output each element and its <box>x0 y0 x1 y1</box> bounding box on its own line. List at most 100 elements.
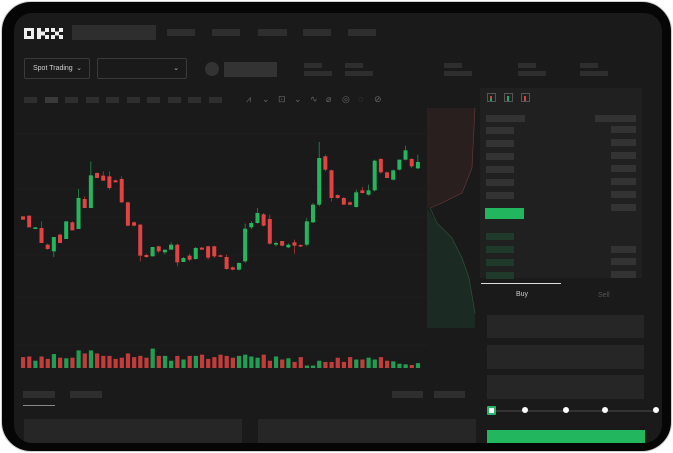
candle <box>206 246 211 258</box>
slider-step[interactable] <box>522 407 528 413</box>
chart-tool-icon[interactable]: ⌄ <box>294 94 302 104</box>
volume-bar <box>304 365 310 368</box>
stat-label <box>518 63 536 68</box>
volume-bar <box>76 350 81 368</box>
ask-price <box>486 127 514 134</box>
buy-button[interactable] <box>487 430 645 443</box>
candle <box>199 247 204 250</box>
ask-price <box>486 140 514 147</box>
bid-price <box>486 259 514 266</box>
tab-sell[interactable]: Sell <box>598 292 610 299</box>
interval-button[interactable] <box>85 97 99 103</box>
candle <box>354 192 359 207</box>
interval-button[interactable] <box>65 97 78 103</box>
nav-item[interactable] <box>167 29 195 36</box>
candle <box>181 258 186 262</box>
total-input[interactable] <box>487 375 644 399</box>
slider-step[interactable] <box>602 407 608 413</box>
market-type-dropdown[interactable]: Spot Trading ⌄ <box>24 58 90 79</box>
stat-label <box>580 63 598 68</box>
bid-amount <box>611 245 636 253</box>
chart-tool-icon[interactable]: ⌀ <box>326 94 332 104</box>
chevron-down-icon: ⌄ <box>173 65 179 72</box>
filter-button[interactable] <box>392 391 423 398</box>
candle <box>27 215 32 228</box>
volume-bar <box>236 355 242 368</box>
nav-item[interactable] <box>303 29 331 36</box>
stat-value <box>304 71 332 76</box>
tab-buy[interactable]: Buy <box>516 291 529 298</box>
volume-bar <box>33 360 38 368</box>
amount-slider[interactable] <box>488 410 658 412</box>
ask-amount <box>611 191 636 198</box>
book-header <box>595 115 636 122</box>
volume-bar <box>298 357 303 368</box>
nav-item[interactable] <box>258 29 287 36</box>
candle <box>212 246 217 257</box>
interval-button[interactable] <box>126 97 140 103</box>
candle <box>175 244 180 263</box>
candle <box>304 221 309 245</box>
candle <box>360 190 365 193</box>
tab-open-orders[interactable] <box>23 391 55 398</box>
interval-button[interactable] <box>44 97 58 103</box>
chart-tool-icon[interactable]: ⩘ <box>246 94 252 104</box>
candle <box>169 244 174 250</box>
okx-logo <box>24 26 64 39</box>
amount-input[interactable] <box>487 345 644 369</box>
chart-tool-icon[interactable]: ∿ <box>310 94 318 104</box>
slider-handle[interactable] <box>487 406 496 415</box>
volume-bar <box>169 360 174 368</box>
chart-tool-icon[interactable]: ⊡ <box>278 94 286 104</box>
volume-bar <box>273 356 279 368</box>
volume-bar <box>162 355 168 368</box>
candlestick-chart <box>17 133 429 368</box>
nav-item[interactable] <box>348 29 376 36</box>
ask-amount <box>611 126 636 133</box>
candle <box>21 216 25 220</box>
assets-panel <box>258 419 476 443</box>
slider-step[interactable] <box>653 407 659 413</box>
ask-amount <box>611 152 636 159</box>
interval-button[interactable] <box>188 97 201 103</box>
pair-dropdown[interactable]: ⌄ <box>97 58 187 79</box>
buy-tab-indicator <box>481 283 561 284</box>
nav-item[interactable] <box>212 29 240 36</box>
chart-tool-icon[interactable]: ◌ <box>358 94 364 104</box>
volume-bar <box>366 357 371 368</box>
book-view-bids-icon[interactable] <box>504 93 513 102</box>
tab-history[interactable] <box>70 391 102 398</box>
interval-button[interactable] <box>24 97 37 103</box>
book-view-both-icon[interactable] <box>487 93 496 102</box>
chart-tool-icon[interactable]: ◎ <box>342 94 350 104</box>
volume-bar <box>317 360 322 368</box>
volume-bar <box>156 355 161 368</box>
volume-bar <box>409 364 414 368</box>
volume-bar <box>107 355 112 368</box>
interval-button[interactable] <box>147 97 160 103</box>
bid-amount <box>611 270 636 278</box>
filter-button[interactable] <box>434 391 465 398</box>
volume-bar <box>138 355 143 368</box>
book-view-asks-icon[interactable] <box>521 93 530 102</box>
interval-button[interactable] <box>106 97 119 103</box>
volume-bar <box>125 353 131 368</box>
search-bar[interactable] <box>72 25 156 40</box>
candle <box>156 246 161 252</box>
chart-tool-icon[interactable]: ⌄ <box>262 94 270 104</box>
volume-bar <box>341 361 347 368</box>
price-input[interactable] <box>487 315 644 338</box>
volume-bar <box>385 360 390 368</box>
interval-button[interactable] <box>167 97 181 103</box>
volume-bar <box>212 357 217 368</box>
volume-bar <box>45 358 50 368</box>
chart-tool-icon[interactable]: ⊘ <box>374 94 382 104</box>
depth-chart <box>427 108 476 328</box>
candle <box>88 175 93 208</box>
ask-price <box>486 166 514 173</box>
interval-button[interactable] <box>208 97 222 103</box>
candle <box>45 244 50 249</box>
volume-bar <box>286 358 291 368</box>
slider-step[interactable] <box>563 407 569 413</box>
